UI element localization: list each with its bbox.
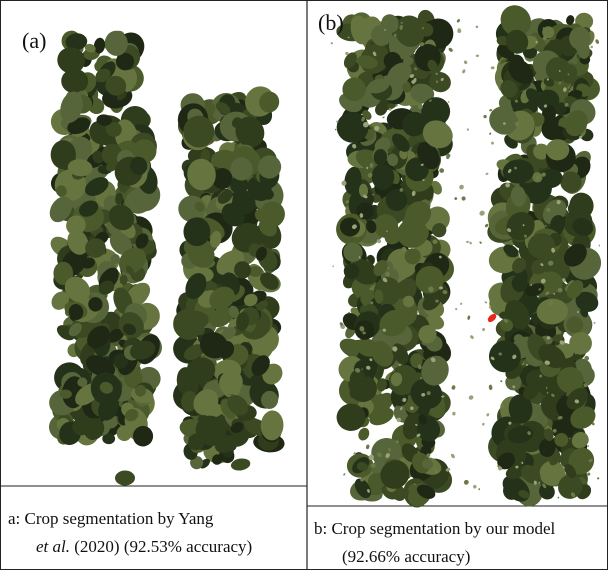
caption: (2020) (92.53% accuracy) — [74, 537, 252, 556]
debris — [536, 176, 540, 181]
panel-label: (a) — [22, 28, 46, 53]
caption: et al. (2020) (92.53% accuracy) — [36, 537, 252, 556]
caption-italic: et al. — [36, 537, 70, 556]
leaf — [183, 217, 210, 246]
caption: b: Crop segmentation by our model — [314, 519, 556, 538]
debris — [332, 265, 334, 267]
page: {"panels": [ {"label": "(a)", "caption":… — [0, 0, 608, 570]
caption: a: Crop segmentation by Yang — [8, 509, 214, 528]
figure: (a) (b) a: Crop segmentation by Yang et … — [0, 0, 608, 570]
panel-label: (b) — [318, 10, 344, 35]
debris — [452, 412, 455, 416]
leaf — [60, 389, 72, 398]
leaf — [372, 164, 395, 190]
caption: (92.66% accuracy) — [342, 547, 470, 566]
